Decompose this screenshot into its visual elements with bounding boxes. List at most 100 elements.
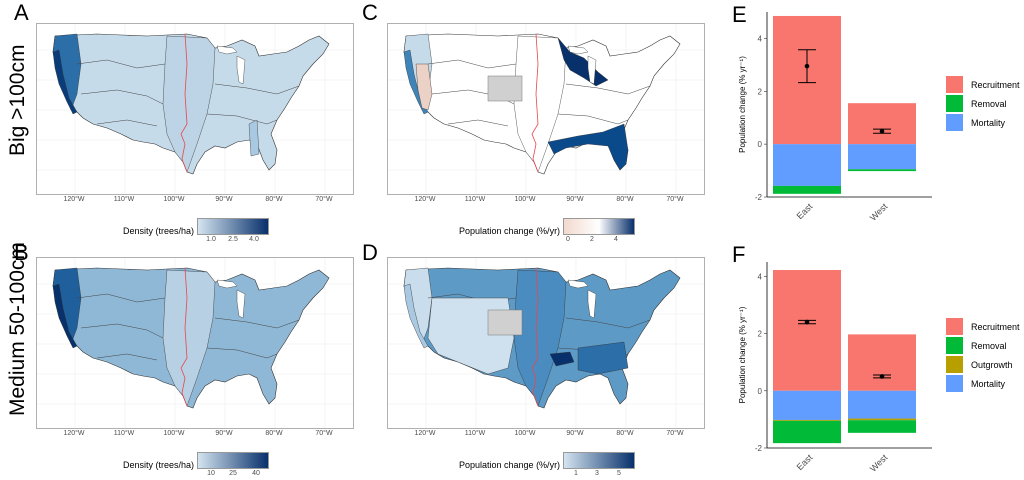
panel-letter-f: F bbox=[732, 242, 746, 267]
great-lake bbox=[567, 45, 589, 55]
ecoregion-coast bbox=[403, 49, 429, 115]
legend-item: Removal bbox=[946, 337, 1007, 354]
y-axis-title: Population change (% yr⁻¹) bbox=[738, 56, 747, 153]
ecoregion-boundary bbox=[96, 353, 158, 361]
missing-data-region bbox=[487, 75, 523, 102]
ecoregion-coast bbox=[52, 49, 78, 115]
great-lake bbox=[587, 55, 597, 85]
net-change-point bbox=[804, 319, 810, 325]
colorbar-a-tick: 4.0 bbox=[249, 236, 259, 243]
legend-swatch bbox=[946, 76, 963, 93]
legend-title-d: Population change (%/yr) bbox=[459, 460, 561, 470]
net-change-point bbox=[804, 63, 810, 69]
map-xtick-label: 70°W bbox=[315, 430, 333, 437]
map-xtick-label: 70°W bbox=[666, 430, 684, 437]
missing-data-region bbox=[487, 309, 523, 336]
ecoregion-boundary bbox=[565, 83, 651, 95]
map-xtick-label: 80°W bbox=[616, 196, 634, 203]
region-highest-growth bbox=[549, 351, 575, 367]
x-tick-label: West bbox=[868, 201, 890, 223]
map-xtick-label: 120°W bbox=[414, 430, 436, 437]
bar-segment-mortality bbox=[848, 390, 916, 419]
east-west-divider bbox=[531, 267, 539, 407]
y-tick-label: 2 bbox=[758, 330, 763, 339]
region-high-growth-southeast bbox=[547, 123, 629, 171]
map-panel-c bbox=[387, 23, 705, 195]
map-xtick-label: 70°W bbox=[666, 196, 684, 203]
map-xtick-label: 80°W bbox=[265, 430, 283, 437]
bar-segment-mortality bbox=[848, 144, 916, 170]
map-xtick-label: 110°W bbox=[113, 430, 135, 437]
colorbar-b-tick: 10 bbox=[207, 470, 215, 477]
map-xtick-label: 110°W bbox=[464, 196, 486, 203]
ecoregion bbox=[248, 119, 260, 157]
bar-segment-outgrowth bbox=[773, 419, 841, 421]
region-low-growth bbox=[427, 297, 515, 375]
y-tick-label: -2 bbox=[755, 444, 763, 453]
map-xtick-label: 100°W bbox=[514, 430, 536, 437]
legend-item: Recruitment bbox=[946, 318, 1020, 335]
legend-label: Removal bbox=[971, 340, 1007, 351]
colorbar-b-tick: 25 bbox=[229, 470, 237, 477]
map-xtick-label: 80°W bbox=[616, 430, 634, 437]
bar-chart-f: -2 0 2 4 Population change (% yr⁻¹) East West bbox=[738, 262, 932, 474]
map-xtick-label: 120°W bbox=[63, 196, 85, 203]
east-west-divider bbox=[180, 267, 188, 407]
region-negative-growth bbox=[415, 63, 433, 111]
legend-item: Mortality bbox=[946, 375, 1005, 392]
legend-item: Outgrowth bbox=[946, 356, 1013, 373]
bar-segment-mortality bbox=[773, 144, 841, 186]
bar-segment-removal bbox=[848, 169, 916, 172]
map-xtick-label: 100°W bbox=[163, 196, 185, 203]
ecoregion-boundary bbox=[557, 113, 629, 125]
y-tick-label: -2 bbox=[755, 193, 763, 202]
panel-letter-a: A bbox=[14, 0, 29, 25]
panel-letter-e: E bbox=[732, 2, 747, 27]
colorbar-d-tick: 5 bbox=[617, 470, 621, 477]
legend-swatch bbox=[946, 114, 963, 131]
ecoregion-boundary bbox=[96, 119, 158, 127]
legend-label: Outgrowth bbox=[971, 359, 1013, 370]
colorbar-b-tick: 40 bbox=[252, 470, 260, 477]
map-svg bbox=[37, 24, 353, 194]
ecoregion bbox=[513, 269, 567, 407]
bar-segment-removal bbox=[773, 185, 841, 194]
map-xtick-label: 100°W bbox=[163, 430, 185, 437]
map-svg bbox=[37, 258, 353, 428]
legend-title-c: Population change (%/yr) bbox=[459, 226, 561, 236]
ecoregion-boundary bbox=[427, 59, 517, 69]
y-axis-title: Population change (% yr⁻¹) bbox=[738, 306, 747, 403]
y-tick-label: 0 bbox=[758, 140, 763, 149]
ecoregion-boundary bbox=[214, 83, 300, 95]
colorbar-a-tick: 2.5 bbox=[228, 236, 238, 243]
row-label-big: Big >100cm bbox=[6, 44, 29, 156]
ecoregion-boundary bbox=[447, 119, 509, 127]
ecoregion-boundary bbox=[76, 293, 166, 303]
x-tick-label: East bbox=[795, 201, 815, 221]
net-change-point bbox=[879, 374, 885, 379]
region-high-growth bbox=[577, 341, 629, 375]
map-xtick-label: 90°W bbox=[566, 196, 584, 203]
y-tick-label: 2 bbox=[758, 87, 763, 96]
legend-swatch bbox=[946, 356, 963, 373]
panel-letter-b: B bbox=[14, 240, 29, 265]
bar-segment-recruitment bbox=[848, 334, 916, 391]
ecoregion-coast bbox=[52, 283, 78, 349]
legend-swatch bbox=[946, 318, 963, 335]
colorbar-a bbox=[197, 218, 269, 235]
bar-segment-mortality bbox=[773, 390, 841, 420]
great-lake bbox=[567, 279, 589, 289]
map-xtick-label: 80°W bbox=[265, 196, 283, 203]
row-label-medium: Medium 50-100cm bbox=[6, 242, 29, 416]
east-west-divider bbox=[531, 33, 539, 173]
legend-swatch bbox=[946, 337, 963, 354]
bar-segment-recruitment bbox=[848, 103, 916, 145]
bar-segment-recruitment bbox=[773, 270, 841, 391]
ecoregion-boundary bbox=[80, 323, 164, 339]
panel-letter-c: C bbox=[362, 0, 378, 25]
ecoregion-boundary bbox=[206, 113, 278, 125]
ecoregion-boundary bbox=[76, 59, 166, 69]
map-panel-d bbox=[387, 257, 705, 429]
legend-swatch bbox=[946, 375, 963, 392]
bar-chart-e: -2 0 2 4 Population change (% yr⁻¹) East West bbox=[738, 12, 932, 223]
